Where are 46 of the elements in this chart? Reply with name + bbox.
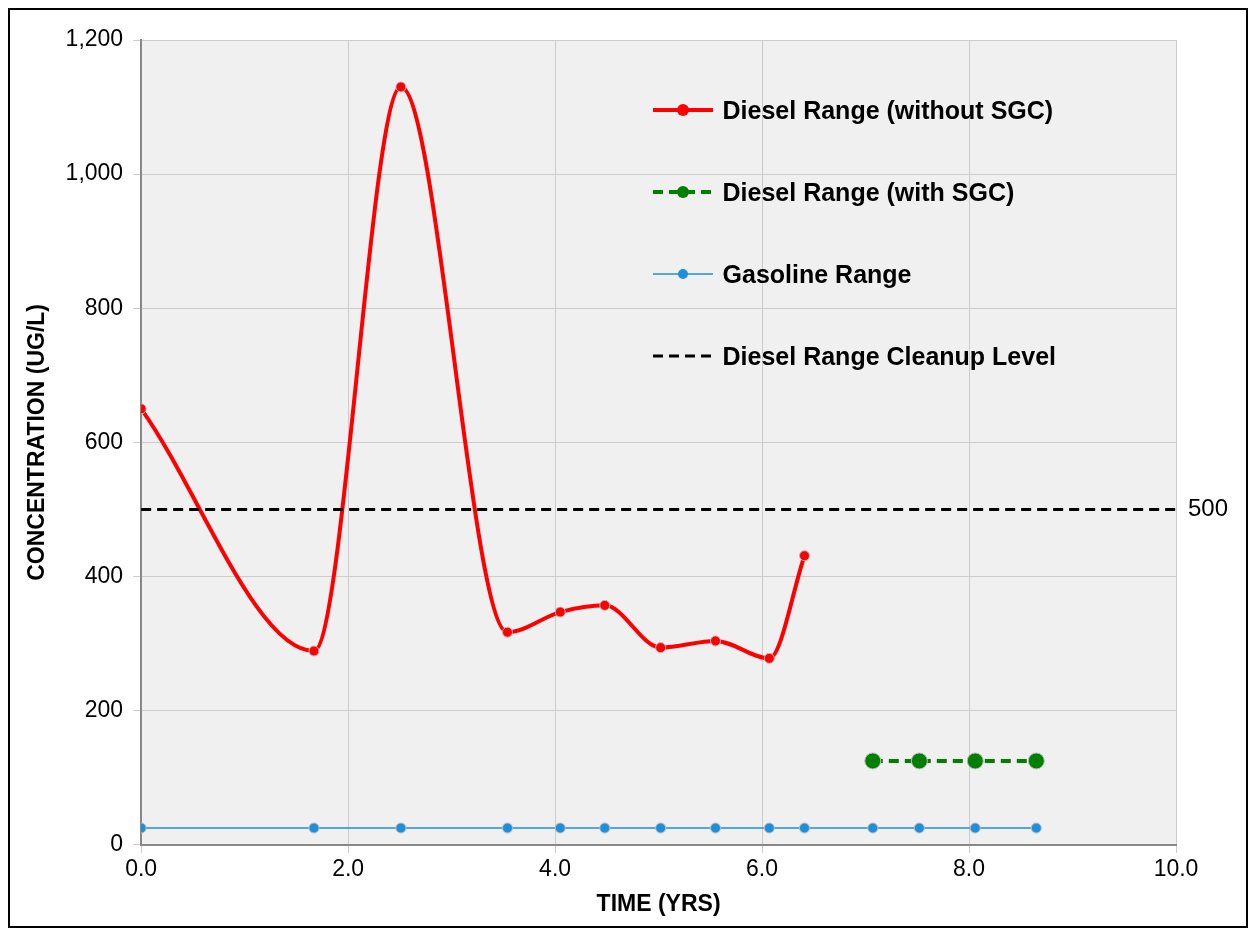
point: [864, 752, 882, 770]
point: [308, 822, 320, 834]
point: [655, 822, 667, 834]
point: [501, 822, 513, 834]
point: [599, 822, 611, 834]
x-axis-title: TIME (YRS): [596, 889, 721, 916]
point: [969, 822, 981, 834]
y-tick-label: 200: [84, 696, 124, 723]
y-tick-label: 400: [84, 561, 124, 588]
point: [867, 822, 879, 834]
point: [395, 81, 407, 93]
x-tick-label: 0.0: [125, 854, 158, 881]
point: [655, 642, 667, 654]
point: [910, 752, 928, 770]
point: [798, 550, 810, 562]
legend-label: Diesel Range (without SGC): [722, 95, 1054, 125]
point: [1027, 752, 1045, 770]
text: 500: [1188, 494, 1229, 522]
point: [709, 635, 721, 647]
y-tick-label: 0: [110, 830, 124, 857]
point: [395, 822, 407, 834]
point: [913, 822, 925, 834]
point: [709, 822, 721, 834]
x-tick-label: 6.0: [746, 854, 779, 881]
point: [554, 606, 566, 618]
y-tick-label: 1,200: [65, 25, 124, 52]
point: [308, 645, 320, 657]
point: [763, 822, 775, 834]
y-tick-label: 1,000: [65, 159, 124, 186]
point: [599, 599, 611, 611]
point: [554, 822, 566, 834]
x-tick-label: 10.0: [1153, 854, 1199, 881]
legend-label: Diesel Range (with SGC): [722, 177, 1015, 207]
x-tick-label: 8.0: [953, 854, 986, 881]
point: [966, 752, 984, 770]
point: [1030, 822, 1042, 834]
point: [501, 626, 513, 638]
x-tick-label: 2.0: [332, 854, 365, 881]
legend-label: Gasoline Range: [722, 259, 912, 289]
legend-label: Diesel Range Cleanup Level: [722, 341, 1056, 371]
point: [763, 652, 775, 664]
y-tick-label: 800: [84, 293, 124, 320]
point: [798, 822, 810, 834]
y-tick-label: 600: [84, 427, 124, 454]
x-tick-label: 4.0: [539, 854, 572, 881]
y-axis-title: CONCENTRATION (UG/L): [23, 303, 50, 581]
